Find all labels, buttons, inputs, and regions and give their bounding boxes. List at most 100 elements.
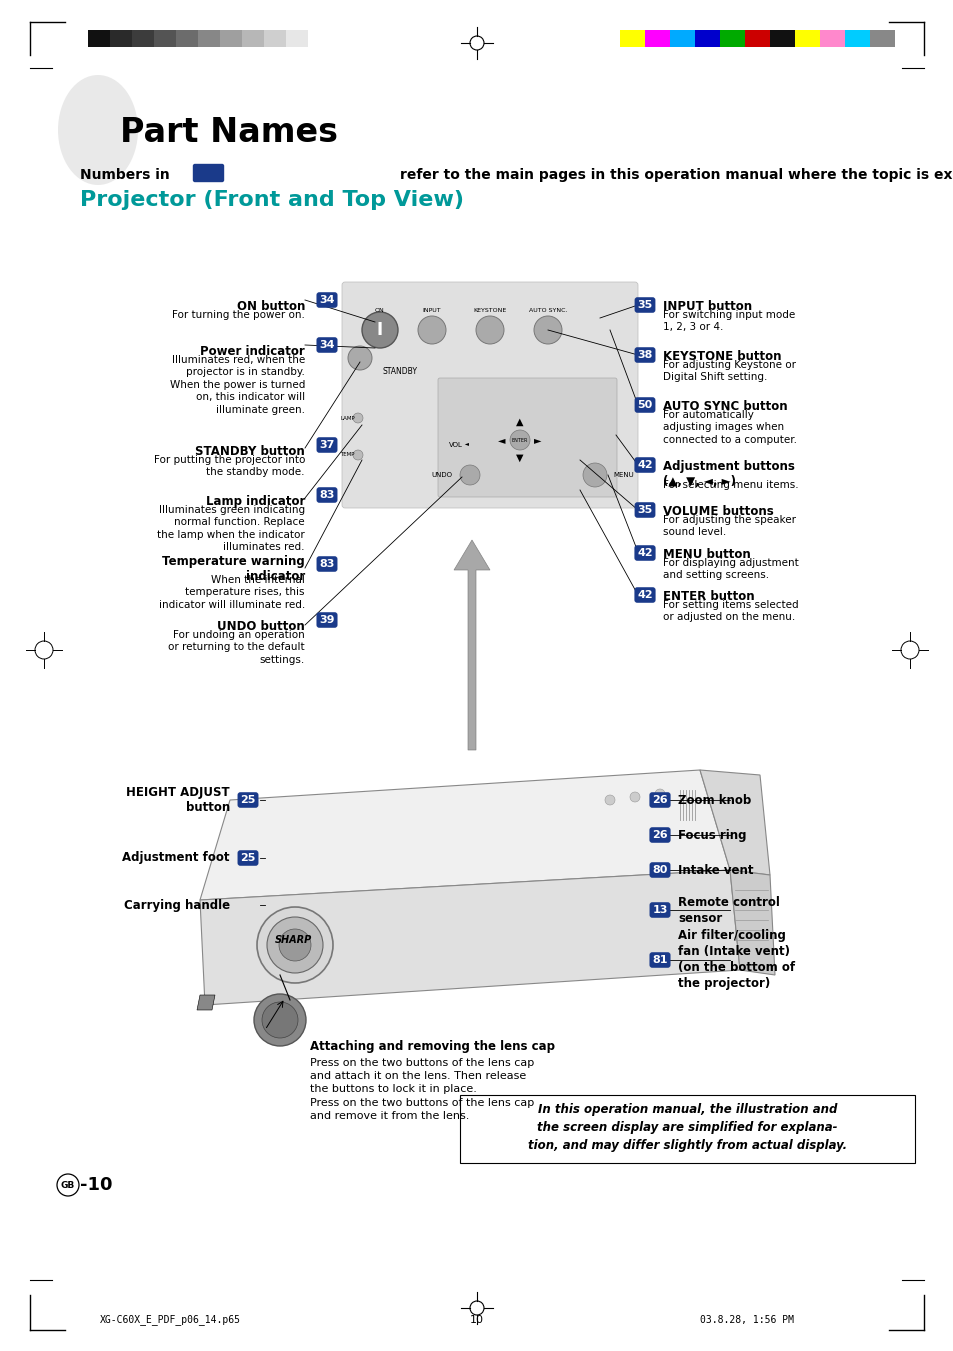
Bar <box>286 30 308 47</box>
Text: Carrying handle: Carrying handle <box>124 898 230 912</box>
Circle shape <box>253 994 306 1046</box>
Bar <box>820 30 844 47</box>
Text: For automatically
adjusting images when
connected to a computer.: For automatically adjusting images when … <box>662 409 796 444</box>
Text: Part Names: Part Names <box>120 116 337 150</box>
Text: -10: -10 <box>80 1175 112 1194</box>
Text: 13: 13 <box>652 905 667 915</box>
Circle shape <box>353 450 363 459</box>
Text: AUTO SYNC button: AUTO SYNC button <box>662 400 787 413</box>
Circle shape <box>510 430 530 450</box>
Text: 25: 25 <box>240 794 255 805</box>
Text: Adjustment foot: Adjustment foot <box>122 851 230 865</box>
Text: 10: 10 <box>470 1315 483 1325</box>
Text: INPUT: INPUT <box>422 308 441 312</box>
Text: Remote control
sensor: Remote control sensor <box>678 896 779 924</box>
Text: 38: 38 <box>637 350 652 359</box>
Text: For adjusting Keystone or
Digital Shift setting.: For adjusting Keystone or Digital Shift … <box>662 359 795 382</box>
Bar <box>695 30 720 47</box>
Circle shape <box>582 463 606 486</box>
Text: XG-C60X_E_PDF_p06_14.p65: XG-C60X_E_PDF_p06_14.p65 <box>100 1315 241 1325</box>
Bar <box>669 30 695 47</box>
Bar <box>720 30 744 47</box>
Text: SHARP: SHARP <box>274 935 312 944</box>
Text: 83: 83 <box>319 559 335 569</box>
Text: Projector (Front and Top View): Projector (Front and Top View) <box>80 190 463 209</box>
Bar <box>220 30 242 47</box>
Text: For putting the projector into
the standby mode.: For putting the projector into the stand… <box>153 455 305 477</box>
Text: ENTER: ENTER <box>511 438 528 443</box>
Bar <box>644 30 669 47</box>
Text: AUTO SYNC.: AUTO SYNC. <box>528 308 567 312</box>
Text: In this operation manual, the illustration and
the screen display are simplified: In this operation manual, the illustrati… <box>527 1102 846 1152</box>
Polygon shape <box>454 540 490 750</box>
Text: 26: 26 <box>652 794 667 805</box>
Polygon shape <box>200 770 729 900</box>
Text: When the internal
temperature rises, this
indicator will illuminate red.: When the internal temperature rises, thi… <box>158 576 305 609</box>
Text: 42: 42 <box>637 590 652 600</box>
Bar <box>794 30 820 47</box>
Text: Power indicator: Power indicator <box>200 345 305 358</box>
Text: GB: GB <box>61 1181 75 1189</box>
Text: TEMP: TEMP <box>340 453 355 458</box>
Text: For setting items selected
or adjusted on the menu.: For setting items selected or adjusted o… <box>662 600 798 623</box>
Circle shape <box>476 316 503 345</box>
Circle shape <box>348 346 372 370</box>
Text: For turning the power on.: For turning the power on. <box>172 309 305 320</box>
FancyBboxPatch shape <box>193 165 223 181</box>
Circle shape <box>459 465 479 485</box>
Text: For adjusting the speaker
sound level.: For adjusting the speaker sound level. <box>662 515 795 538</box>
Bar <box>153 30 175 47</box>
Text: For selecting menu items.: For selecting menu items. <box>662 480 798 490</box>
Bar <box>619 30 644 47</box>
Bar <box>869 30 894 47</box>
Bar <box>844 30 869 47</box>
Text: 81: 81 <box>652 955 667 965</box>
Text: STANDBY: STANDBY <box>382 367 417 377</box>
Text: 26: 26 <box>652 830 667 840</box>
Text: 42: 42 <box>637 549 652 558</box>
Text: MENU button: MENU button <box>662 549 750 561</box>
Text: KEYSTONE button: KEYSTONE button <box>662 350 781 363</box>
Polygon shape <box>196 994 214 1011</box>
Text: UNDO: UNDO <box>431 471 452 478</box>
Text: 35: 35 <box>637 300 652 309</box>
Bar <box>175 30 198 47</box>
Text: ▲: ▲ <box>516 417 523 427</box>
Text: VOL: VOL <box>449 442 462 449</box>
Text: 34: 34 <box>319 340 335 350</box>
Text: 83: 83 <box>319 490 335 500</box>
Text: 37: 37 <box>319 440 335 450</box>
Ellipse shape <box>58 76 138 185</box>
Bar <box>769 30 794 47</box>
FancyBboxPatch shape <box>341 282 638 508</box>
Text: ◄: ◄ <box>497 435 505 444</box>
Text: I: I <box>376 322 383 339</box>
Bar <box>744 30 769 47</box>
Text: ON: ON <box>375 308 384 312</box>
Bar <box>88 30 110 47</box>
Circle shape <box>278 929 311 961</box>
Text: Focus ring: Focus ring <box>678 828 745 842</box>
Text: Numbers in: Numbers in <box>80 168 170 182</box>
Text: Lamp indicator: Lamp indicator <box>206 494 305 508</box>
Text: Illuminates red, when the
projector is in standby.
When the power is turned
on, : Illuminates red, when the projector is i… <box>170 355 305 415</box>
Text: Press on the two buttons of the lens cap
and attach it on the lens. Then release: Press on the two buttons of the lens cap… <box>310 1058 534 1121</box>
Text: HEIGHT ADJUST
button: HEIGHT ADJUST button <box>126 786 230 815</box>
Text: KEYSTONE: KEYSTONE <box>473 308 506 312</box>
Text: ENTER button: ENTER button <box>662 590 754 603</box>
Bar <box>132 30 153 47</box>
Text: VOLUME buttons: VOLUME buttons <box>662 505 773 517</box>
Text: 80: 80 <box>652 865 667 875</box>
Text: ◄: ◄ <box>462 443 469 447</box>
Text: refer to the main pages in this operation manual where the topic is explained.: refer to the main pages in this operatio… <box>399 168 953 182</box>
Bar <box>459 1096 914 1163</box>
Bar <box>308 30 330 47</box>
Bar <box>198 30 220 47</box>
Circle shape <box>267 917 323 973</box>
Polygon shape <box>700 770 769 875</box>
Circle shape <box>655 789 664 798</box>
Text: MENU: MENU <box>613 471 633 478</box>
Text: For undoing an operation
or returning to the default
settings.: For undoing an operation or returning to… <box>168 630 305 665</box>
Text: 42: 42 <box>637 459 652 470</box>
Polygon shape <box>729 870 774 975</box>
